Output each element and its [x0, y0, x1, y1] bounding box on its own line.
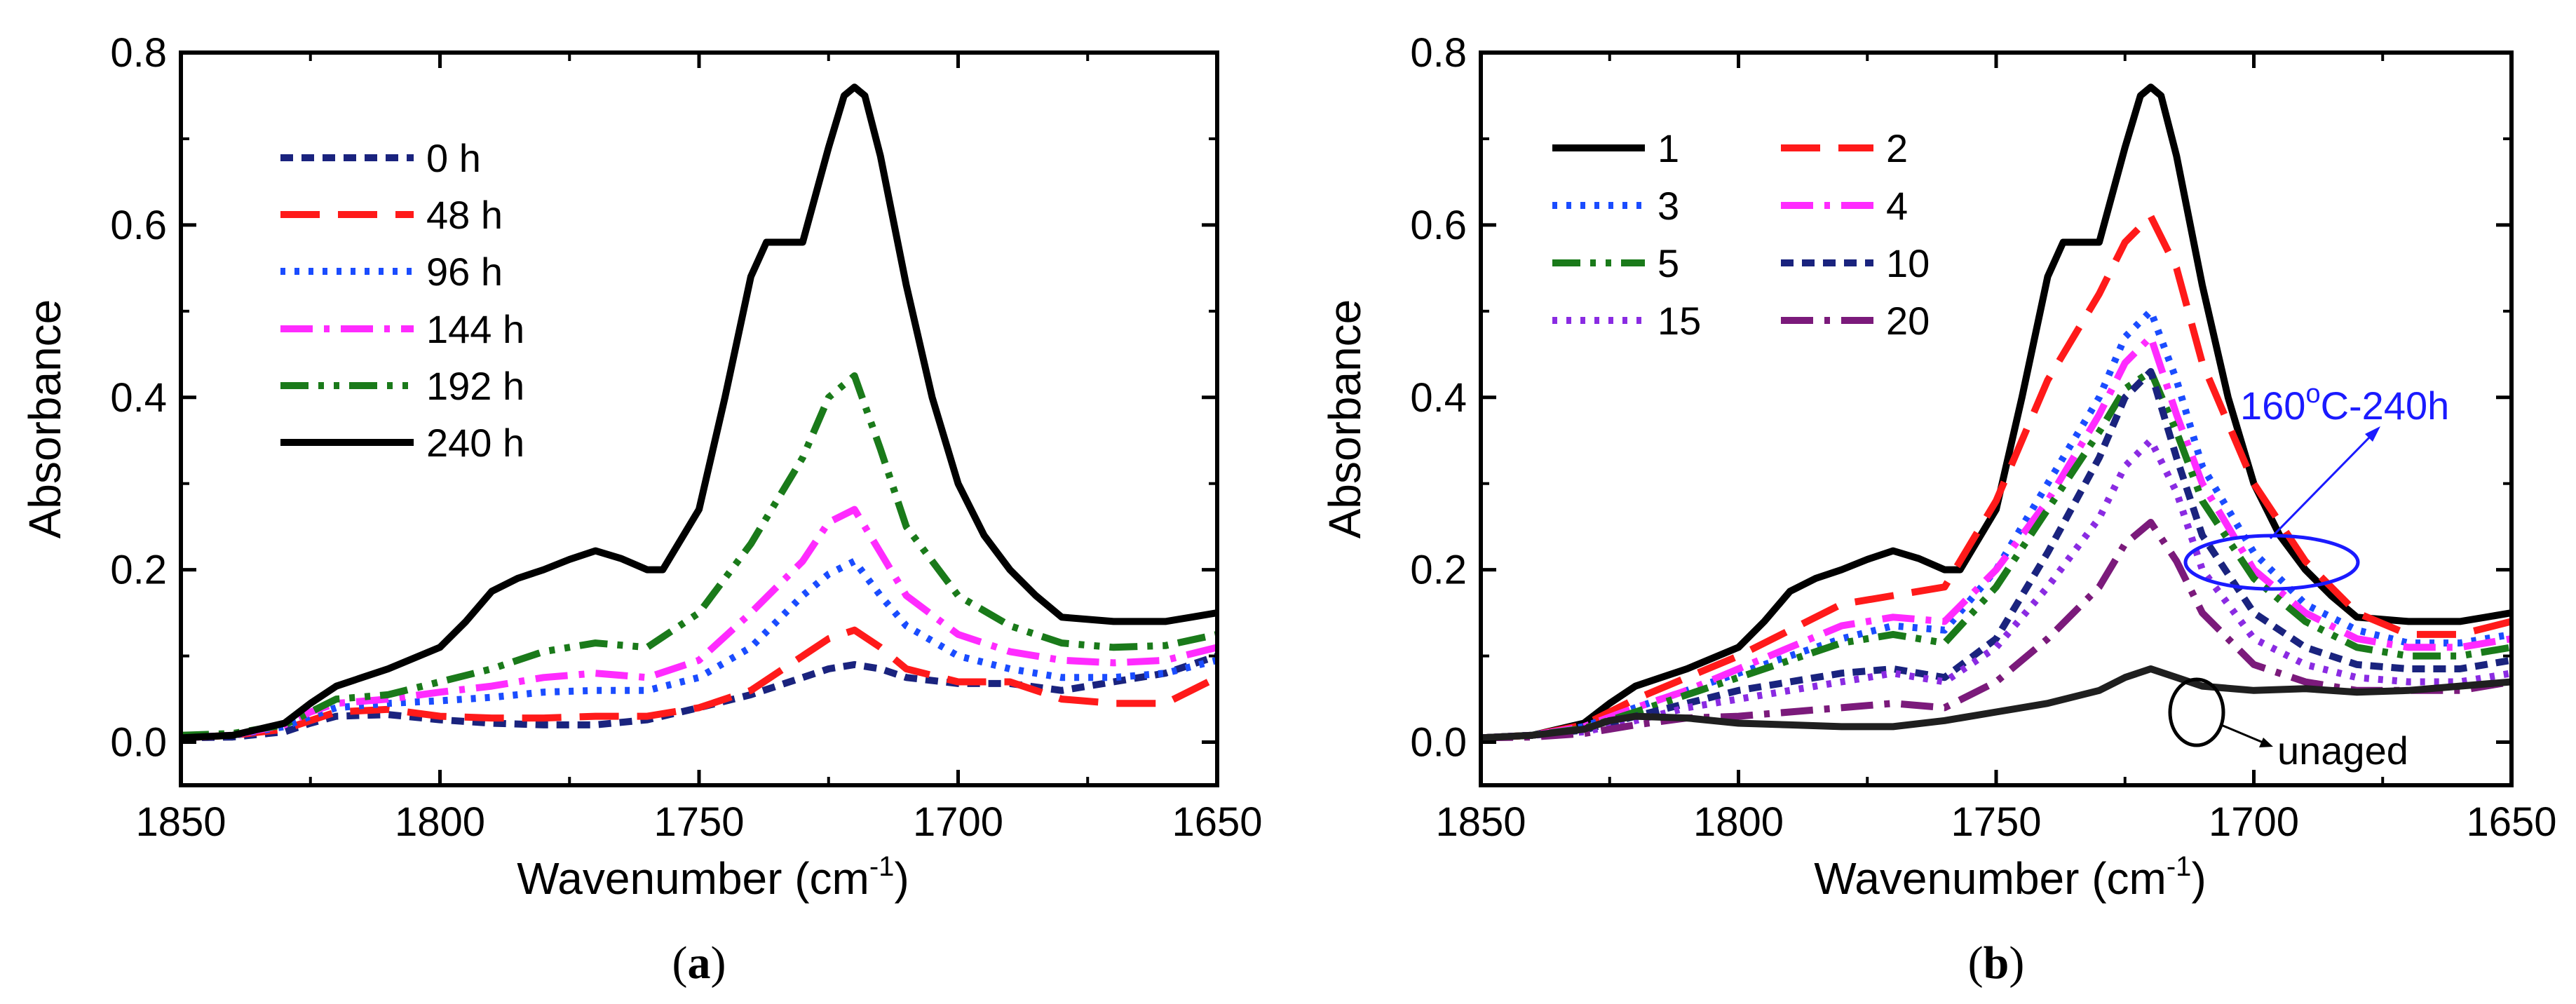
legend-label: 15	[1658, 299, 1701, 343]
panel-label-close: )	[2009, 937, 2024, 989]
legend-label: 1	[1658, 126, 1679, 170]
y-tick-label: 0.2	[1410, 548, 1467, 593]
series-line-48-h	[181, 626, 1217, 742]
legend-label: 192 h	[426, 364, 524, 408]
legend-label: 10	[1886, 241, 1930, 285]
x-tick-label: 1750	[653, 799, 744, 845]
legend-label: 4	[1886, 184, 1908, 228]
y-tick-label: 0.0	[110, 720, 167, 766]
legend-label: 20	[1886, 299, 1930, 343]
legend-label: 0 h	[426, 136, 481, 180]
unaged-label: unaged	[2277, 728, 2408, 773]
series-line-240-h	[181, 83, 1217, 742]
aged-label-main: 160	[2240, 384, 2305, 428]
series-line-96-h	[181, 557, 1217, 742]
aged-label-sup: o	[2305, 379, 2320, 409]
x-tick-label: 1850	[1435, 799, 1526, 845]
legend-label: 96 h	[426, 250, 503, 294]
panel-label-close: )	[711, 937, 726, 989]
legend-label: 240 h	[426, 421, 524, 465]
x-axis-title-end: )	[894, 853, 909, 904]
x-tick-label: 1800	[1693, 799, 1784, 845]
aged-label-end: C-240h	[2321, 384, 2450, 428]
series-lines	[181, 83, 1217, 742]
x-tick-label: 1750	[1951, 799, 2041, 845]
legend-label: 2	[1886, 126, 1908, 170]
series-line-3	[1481, 307, 2511, 742]
x-axis-title-end: )	[2191, 853, 2206, 904]
legend-label: 3	[1658, 184, 1679, 228]
series-line-10	[1481, 367, 2511, 742]
legend: 0 h 48 h 96 h 144 h 192 h 240 h	[280, 136, 524, 465]
x-tick-label: 1700	[913, 799, 1003, 845]
y-tick-label: 0.6	[110, 203, 167, 248]
x-tick-label: 1650	[1172, 799, 1262, 845]
y-tick-label: 0.4	[110, 375, 167, 421]
legend-label: 144 h	[426, 307, 524, 351]
series-line-2	[1481, 212, 2511, 742]
y-tick-label: 0.6	[1410, 203, 1467, 248]
series-lines	[1481, 83, 2511, 742]
series-line-1	[1481, 83, 2511, 742]
series-line-5	[1481, 367, 2511, 742]
unaged-highlight-ellipse	[2168, 677, 2225, 747]
y-tick-label: 0.0	[1410, 720, 1467, 766]
legend-label: 48 h	[426, 193, 503, 237]
y-axis-title: Absorbance	[1320, 299, 1370, 539]
y-tick-label: 0.4	[1410, 375, 1467, 421]
panel-label: (b)	[1968, 937, 2025, 989]
legend-label: 5	[1658, 241, 1679, 285]
x-tick-label: 1800	[395, 799, 485, 845]
x-axis-title: Wavenumber (cm-1)	[1814, 851, 2206, 904]
series-line-4	[1481, 333, 2511, 742]
x-axis-title-main: Wavenumber (cm	[1814, 853, 2167, 904]
aged-label: 160oC-240h	[2240, 379, 2449, 428]
series-line-20	[1481, 519, 2511, 742]
unaged-arrow-line	[2221, 724, 2265, 745]
panel-label-open: (	[1968, 937, 1984, 989]
panel-label: (a)	[672, 937, 726, 989]
x-axis-title-sup: -1	[869, 851, 895, 882]
annotations: 160oC-240h unaged	[2168, 379, 2449, 773]
aged-arrow-line	[2269, 432, 2375, 540]
x-tick-label: 1850	[135, 799, 226, 845]
aged-arrow-head	[2365, 426, 2380, 442]
series-line-144-h	[181, 506, 1217, 742]
y-axis-title: Absorbance	[20, 299, 70, 539]
panel-label-letter: a	[688, 937, 711, 989]
x-tick-label: 1700	[2209, 799, 2299, 845]
x-axis-title: Wavenumber (cm-1)	[517, 851, 909, 904]
chart-panel-a: 1850 1800 1750 1700 1650 0.0 0.2 0.4 0.6 0.8 Waven…	[20, 30, 1263, 989]
panel-label-letter: b	[1984, 937, 2009, 989]
y-tick-label: 0.2	[110, 548, 167, 593]
legend: 1 2 3 4 5 10 15 20	[1552, 126, 1930, 343]
x-tick-label: 1650	[2466, 799, 2556, 845]
series-line-unaged	[1481, 665, 2511, 742]
y-tick-label: 0.8	[1410, 30, 1467, 76]
y-tick-label: 0.8	[110, 30, 167, 76]
chart-panel-b: 1850 1800 1750 1700 1650 0.0 0.2 0.4 0.6 0.8 Waven…	[1320, 30, 2557, 989]
unaged-arrow-head	[2259, 738, 2273, 747]
x-axis-title-main: Wavenumber (cm	[517, 853, 869, 904]
series-line-192-h	[181, 372, 1217, 739]
x-axis-title-sup: -1	[2167, 851, 2192, 882]
panel-label-open: (	[672, 937, 688, 989]
